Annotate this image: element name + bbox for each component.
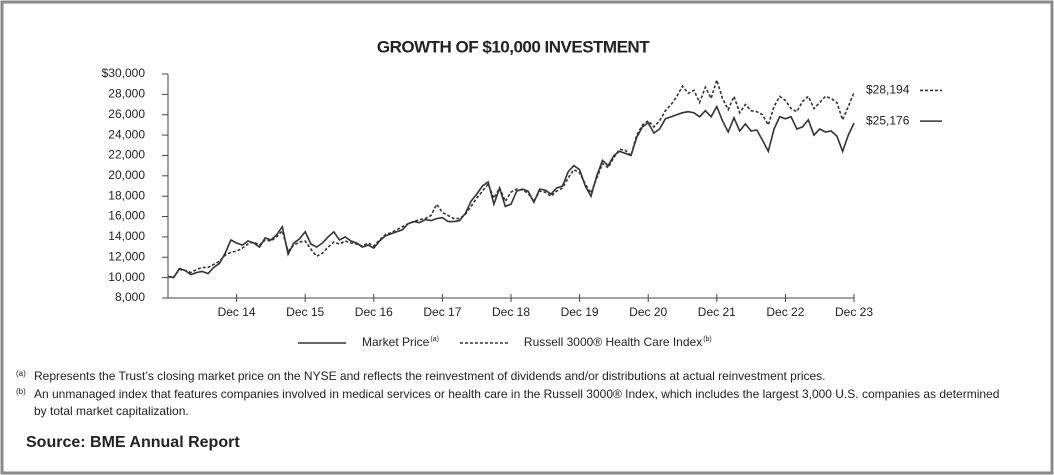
y-tick-label: 12,000	[108, 249, 145, 263]
x-tick-label: Dec 18	[492, 305, 530, 319]
legend-note: (a)	[430, 336, 439, 343]
chart-title: GROWTH OF $10,000 INVESTMENT	[377, 37, 650, 56]
y-tick-label: 24,000	[108, 127, 145, 141]
y-tick-label: 8,000	[115, 290, 145, 304]
footnote-text: An unmanaged index that features compani…	[34, 387, 999, 401]
legend-label: Market Price	[362, 335, 430, 349]
x-tick-label: Dec 20	[629, 305, 667, 319]
x-tick-label: Dec 17	[423, 305, 461, 319]
footnote-mark: (a)	[16, 369, 26, 378]
legend-label: Russell 3000® Health Care Index	[524, 335, 702, 349]
y-tick-label: 22,000	[108, 148, 145, 162]
x-tick-label: Dec 23	[835, 305, 873, 319]
footnote-text: by total market capitalization.	[34, 404, 189, 418]
x-tick-label: Dec 19	[561, 305, 599, 319]
y-tick-label: 16,000	[108, 209, 145, 223]
legend-note: (b)	[703, 336, 712, 343]
footnote-text: Represents the Trust’s closing market pr…	[34, 369, 826, 383]
y-tick-label: 26,000	[108, 107, 145, 121]
y-tick-label: 28,000	[108, 87, 145, 101]
x-tick-label: Dec 21	[698, 305, 736, 319]
x-tick-label: Dec 15	[286, 305, 324, 319]
x-tick-label: Dec 22	[766, 305, 804, 319]
end-label: $28,194	[866, 83, 910, 97]
y-tick-label: 20,000	[108, 168, 145, 182]
y-tick-label: 10,000	[108, 270, 145, 284]
source: Source: BME Annual Report	[26, 434, 240, 451]
y-tick-label: $30,000	[102, 66, 146, 80]
y-tick-label: 14,000	[108, 229, 145, 243]
end-label: $25,176	[866, 113, 910, 127]
x-tick-label: Dec 16	[355, 305, 393, 319]
y-tick-label: 18,000	[108, 188, 145, 202]
x-tick-label: Dec 14	[218, 305, 256, 319]
footnote-mark: (b)	[16, 387, 26, 396]
series-line	[167, 77, 855, 278]
series-line	[167, 104, 855, 279]
